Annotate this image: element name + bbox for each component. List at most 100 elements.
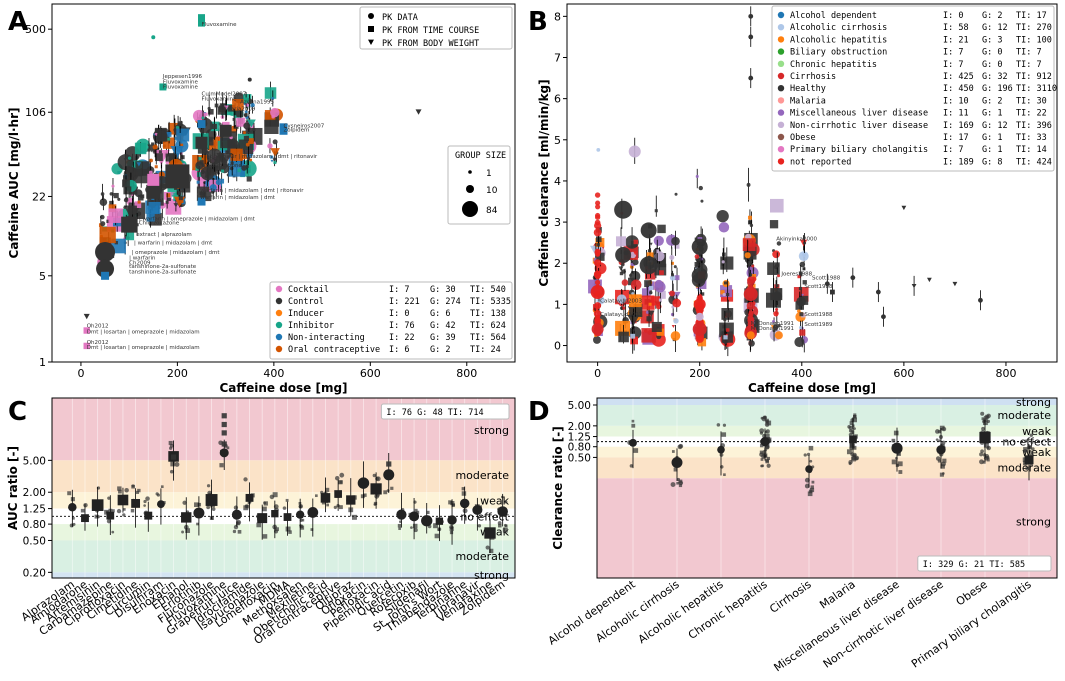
panel-a-legend-i: I: 6: [389, 345, 409, 355]
panel-b-data-point: [748, 13, 754, 19]
panel-a-legend-i: I: 76: [389, 321, 415, 331]
panel-c-data-point: [117, 486, 122, 491]
panel-c-data-point: [477, 524, 482, 528]
panel-b-data-point: [649, 242, 653, 246]
panel-b-data-point: [657, 290, 666, 299]
panel-a-data-point: [95, 241, 116, 262]
panel-a-data-point: [264, 110, 276, 121]
panel-a-data-point: [197, 120, 206, 129]
panel-d-data-point: [765, 433, 770, 438]
panel-a-data-point: [200, 166, 215, 181]
panel-b-data-point: [774, 331, 783, 340]
panel-c-stats: I: 76 G: 48 TI: 714: [386, 408, 483, 418]
panel-c-data-point: [285, 498, 289, 502]
panel-b-data-point: [615, 236, 627, 247]
panel-a-data-point: [122, 179, 130, 188]
panel-d-mean-point: [1024, 455, 1034, 465]
panel-b-legend-ti: TI: 270: [1016, 23, 1052, 33]
panel-c-mean-point: [320, 493, 331, 503]
panel-b-legend-category: not reported: [790, 157, 851, 167]
panel-b-data-point: [726, 292, 730, 297]
panel-a-data-point: [177, 121, 183, 127]
panel-a-data-point: [237, 168, 242, 173]
panel-c-mean-point: [91, 499, 104, 511]
panel-a-category-legend-box: [269, 281, 513, 360]
panel-d-data-point: [980, 411, 985, 416]
panel-b-data-point: [594, 214, 601, 220]
panel-b-data-point: [640, 295, 655, 310]
panel-b-data-point: [721, 260, 725, 264]
panel-b-data-point: [769, 220, 779, 229]
panel-a-data-point: [154, 165, 158, 169]
panel-b-data-point: [594, 270, 601, 278]
panel-d-data-point: [803, 453, 807, 457]
panel-b-data-point: [595, 200, 601, 206]
panel-a-x-tick-label: 600: [360, 367, 381, 380]
panel-d-data-point: [983, 415, 988, 420]
panel-b-data-point: [746, 331, 755, 340]
panel-c-mean-point: [283, 513, 292, 521]
panel-b-y-tick-label: 2: [554, 257, 561, 270]
panel-d-y-tick-label: 5.00: [568, 400, 591, 412]
panel-b-legend-i: I: 21: [943, 35, 969, 45]
panel-b-y-tick-label: 8: [554, 10, 561, 23]
panel-a-data-point: [204, 112, 208, 116]
panel-b-data-point: [629, 294, 642, 308]
panel-c-data-point: [410, 526, 413, 529]
panel-c-data-point: [372, 473, 377, 478]
panel-c-data-point: [80, 508, 85, 513]
panel-a-size-legend-label: 84: [486, 206, 498, 216]
panel-b-data-point: [802, 280, 807, 285]
panel-b-y-tick-label: 4: [554, 175, 561, 188]
panel-c-data-point: [325, 487, 330, 492]
panel-b-data-point: [718, 222, 730, 233]
panel-d-data-point: [986, 458, 990, 462]
panel-c-data-point: [426, 510, 430, 515]
panel-b-legend-g: G: 8: [982, 157, 1002, 167]
panel-b-legend-category: Chronic hepatitis: [790, 60, 877, 70]
panel-b-data-point: [723, 281, 728, 285]
panel-d-band-label: moderate: [997, 409, 1051, 422]
panel-b-data-point: [671, 305, 675, 309]
panel-b-data-point: [594, 302, 602, 310]
panel-c-y-tick-label: 1.25: [23, 504, 46, 516]
panel-d-data-point: [766, 463, 771, 468]
panel-b-data-point: [670, 331, 681, 341]
panel-b-annotation: Scott1989: [804, 322, 833, 328]
panel-b-legend-g: G: 32: [982, 72, 1008, 82]
panel-c-y-tick-label: 2.00: [23, 487, 46, 499]
panel-a-x-tick-label: 0: [77, 367, 84, 380]
panel-a-legend-g: G: 30: [430, 285, 456, 295]
panel-a-data-point: [243, 135, 249, 142]
panel-a-data-point: [96, 259, 115, 278]
panel-b-data-point: [594, 279, 601, 286]
panel-a-annotation: | warfarin | omeprazole | midazolam | dm…: [139, 217, 256, 223]
panel-b-data-point: [772, 319, 776, 323]
panel-b-legend-g: G: 3: [982, 35, 1002, 45]
panel-b-legend-i: I: 169: [943, 121, 974, 131]
panel-d-mean-point: [629, 438, 637, 447]
panel-c-data-point: [182, 500, 187, 505]
panel-a-data-point: [241, 154, 247, 160]
panel-a-data-point: [123, 197, 129, 203]
panel-a-data-point: [245, 165, 249, 169]
panel-c-data-point: [244, 504, 249, 508]
panel-c-y-axis-label: AUC ratio [-]: [6, 446, 20, 530]
panel-b-data-point: [674, 275, 680, 281]
panel-a-data-point: [224, 105, 229, 110]
panel-a-data-point: [114, 241, 118, 245]
panel-c-mean-point: [257, 513, 268, 524]
panel-a-size-legend: GROUP SIZE 1 10 84: [447, 145, 511, 225]
panel-d-data-point: [852, 417, 857, 423]
panel-b-data-point: [911, 283, 917, 289]
panel-a-data-point: [108, 204, 117, 212]
panel-a-legend-color: [275, 345, 283, 353]
panel-c-band-label: moderate: [455, 550, 509, 563]
panel-a-legend-color: [275, 321, 283, 329]
panel-b-data-point: [648, 302, 652, 306]
panel-a-legend-g: G: 42: [430, 321, 456, 331]
panel-a-legend-category: Non-interacting: [288, 333, 365, 343]
panel-d-data-point: [764, 448, 768, 452]
panel-a-data-point: [152, 144, 158, 150]
panel-c-data-point: [504, 500, 508, 504]
